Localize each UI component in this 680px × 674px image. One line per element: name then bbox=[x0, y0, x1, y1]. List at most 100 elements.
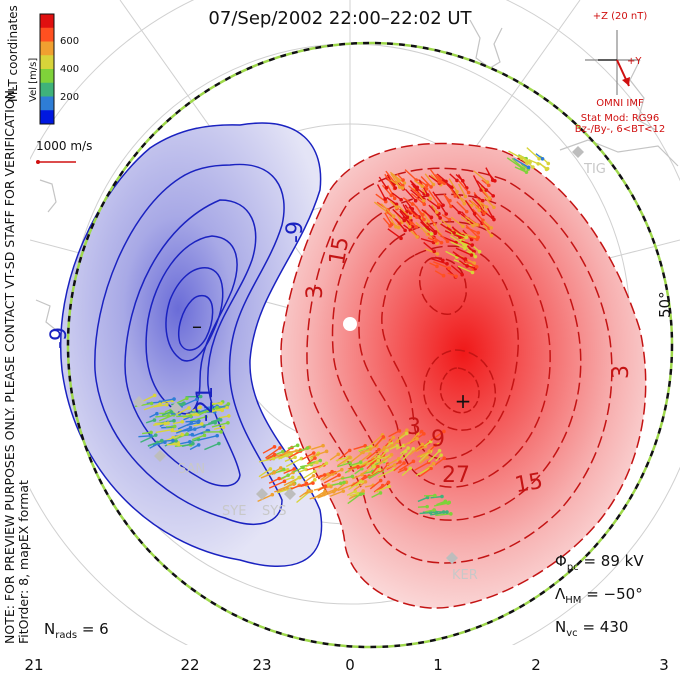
velocity-vector bbox=[155, 428, 173, 434]
velocity-vector bbox=[402, 448, 414, 461]
imf-z-label: +Z (20 nT) bbox=[592, 11, 648, 22]
velocity-vector-origin bbox=[270, 492, 275, 497]
velocity-vector bbox=[340, 475, 353, 480]
velocity-vector bbox=[424, 248, 438, 255]
contour-label-positive: 3 bbox=[609, 365, 634, 379]
velocity-vector-origin bbox=[292, 467, 297, 471]
velocity-vector-origin bbox=[421, 212, 425, 217]
velocity-vector-origin bbox=[315, 460, 319, 465]
velocity-vector bbox=[381, 184, 392, 196]
site-label: KER bbox=[452, 568, 478, 583]
velocity-vector-origin bbox=[197, 419, 201, 423]
velocity-vector-origin bbox=[531, 165, 535, 169]
velocity-vector bbox=[277, 483, 295, 491]
velocity-vector-origin bbox=[415, 187, 419, 192]
velocity-vector-origin bbox=[404, 431, 409, 436]
contour-label-positive: 15 bbox=[513, 469, 545, 498]
velocity-vector-origin bbox=[380, 483, 385, 488]
velocity-vector-origin bbox=[546, 161, 551, 166]
velocity-vector-origin bbox=[524, 170, 529, 174]
velocity-vector-origin bbox=[215, 433, 219, 438]
velocity-vector bbox=[349, 461, 361, 467]
velocity-vector bbox=[450, 216, 464, 227]
contour-line bbox=[381, 245, 519, 460]
mlt-tick-label: 3 bbox=[659, 656, 669, 674]
velocity-vector-origin bbox=[402, 218, 407, 223]
velocity-vector bbox=[191, 434, 205, 441]
velocity-vector-origin bbox=[176, 442, 181, 447]
colorbar-segment bbox=[40, 69, 54, 84]
velocity-vector bbox=[257, 494, 273, 502]
potential-min-marker: – bbox=[192, 314, 202, 338]
velocity-vector bbox=[437, 231, 448, 242]
velocity-vector-origin bbox=[393, 186, 398, 190]
velocity-vectors bbox=[134, 147, 551, 517]
velocity-vector-origin bbox=[433, 231, 438, 236]
velocity-vector-origin bbox=[188, 439, 192, 444]
velocity-vector-origin bbox=[166, 421, 170, 425]
velocity-vector-origin bbox=[445, 239, 450, 244]
velocity-vector-origin bbox=[400, 186, 405, 190]
velocity-vector-origin bbox=[295, 443, 300, 448]
velocity-vector-origin bbox=[491, 194, 496, 198]
velocity-vector-origin bbox=[405, 215, 410, 220]
velocity-vector bbox=[426, 198, 440, 209]
velocity-vector-origin bbox=[358, 492, 363, 497]
colorbar-tick: 400 bbox=[60, 64, 80, 75]
velocity-vector bbox=[430, 257, 448, 265]
velocity-vector-origin bbox=[271, 456, 276, 461]
velocity-vector-origin bbox=[323, 489, 327, 494]
velocity-vector bbox=[476, 180, 487, 191]
velocity-vector-origin bbox=[425, 183, 429, 188]
contour-line bbox=[331, 193, 582, 521]
velocity-vector bbox=[411, 201, 424, 216]
contour-label-negative: -21 bbox=[193, 386, 218, 422]
velocity-vector bbox=[268, 480, 285, 489]
nvc-symbol: N bbox=[555, 618, 567, 636]
velocity-vector-origin bbox=[272, 470, 276, 475]
velocity-vector bbox=[465, 224, 479, 238]
reference-vector-origin bbox=[36, 160, 40, 164]
velocity-vector-origin bbox=[414, 225, 419, 229]
velocity-vector-origin bbox=[432, 249, 437, 254]
velocity-vector-origin bbox=[426, 219, 431, 223]
velocity-vector bbox=[138, 435, 151, 438]
velocity-vector bbox=[399, 208, 408, 218]
hm-boundary-latitude: ΛHM = −50° bbox=[555, 585, 643, 606]
velocity-vector bbox=[350, 451, 364, 463]
velocity-vector bbox=[435, 513, 451, 517]
velocity-vector bbox=[175, 407, 190, 416]
vector-count: Nvc = 430 bbox=[555, 618, 628, 639]
velocity-vector bbox=[484, 196, 495, 208]
velocity-vector bbox=[392, 208, 405, 221]
heppner-maynard-boundary bbox=[66, 41, 674, 649]
velocity-vector bbox=[511, 157, 525, 170]
velocity-vector-origin bbox=[457, 210, 462, 215]
radar-site-marker bbox=[256, 488, 268, 500]
velocity-vector-origin bbox=[413, 198, 418, 203]
velocity-vector bbox=[450, 235, 465, 246]
velocity-vector-origin bbox=[337, 473, 341, 477]
velocity-vector bbox=[424, 173, 434, 185]
positive-potential-cell bbox=[280, 142, 647, 609]
radar-site-marker bbox=[170, 402, 182, 414]
velocity-vector-origin bbox=[401, 178, 405, 182]
velocity-vector-origin bbox=[425, 455, 429, 460]
velocity-vector bbox=[421, 208, 432, 218]
velocity-vector-origin bbox=[526, 165, 531, 170]
velocity-vector bbox=[303, 475, 314, 483]
velocity-vector-origin bbox=[172, 397, 176, 401]
velocity-vector bbox=[330, 481, 345, 487]
velocity-vector-origin bbox=[278, 466, 283, 470]
contour-line bbox=[165, 267, 224, 362]
velocity-vector-origin bbox=[472, 261, 476, 265]
velocity-vector bbox=[187, 425, 205, 433]
velocity-vector bbox=[514, 166, 527, 173]
velocity-vector bbox=[463, 263, 476, 270]
velocity-vector bbox=[274, 488, 288, 493]
velocity-vector bbox=[323, 474, 340, 484]
velocity-vector-origin bbox=[403, 467, 408, 471]
nrads-subscript: rads bbox=[55, 630, 78, 641]
radar-site-marker bbox=[446, 552, 458, 564]
velocity-vector-origin bbox=[395, 444, 399, 448]
